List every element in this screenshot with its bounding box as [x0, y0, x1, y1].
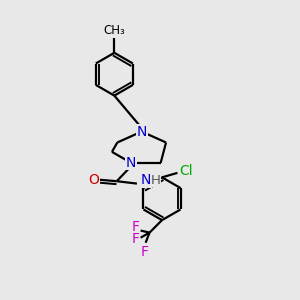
- Text: F: F: [140, 244, 148, 259]
- Text: Cl: Cl: [179, 164, 193, 178]
- Text: N: N: [136, 124, 147, 139]
- Text: H: H: [150, 173, 160, 187]
- Text: N: N: [141, 173, 151, 187]
- Text: F: F: [131, 232, 140, 246]
- Text: O: O: [89, 173, 100, 187]
- Text: F: F: [131, 220, 140, 234]
- Text: CH₃: CH₃: [103, 24, 125, 37]
- Text: N: N: [126, 156, 136, 170]
